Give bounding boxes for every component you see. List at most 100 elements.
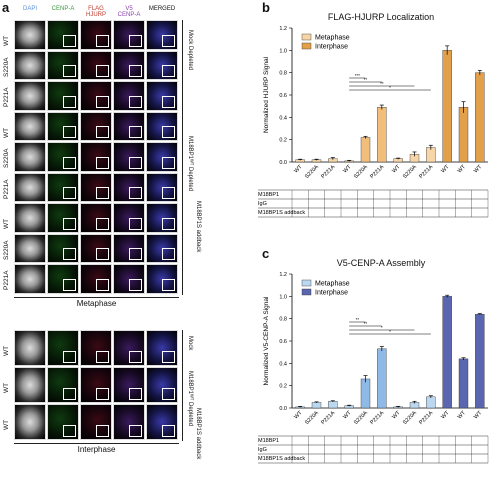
row-label: S220A (3, 56, 10, 77)
group-label: M18BP1ᵂᵀ Depleted (187, 371, 193, 427)
micrograph-cell (146, 330, 178, 366)
micrograph-cell (47, 367, 79, 403)
group-label: M18BP1S addback (195, 201, 201, 253)
micrograph-cell (14, 330, 46, 366)
legend-label: Interphase (315, 290, 348, 297)
inset-box (129, 126, 142, 138)
inset-box (162, 95, 175, 108)
inset-box (96, 278, 109, 291)
row-label: WT (3, 35, 10, 46)
inset-box (96, 126, 109, 138)
micrograph-cell (80, 330, 112, 366)
x-tick-label: S220A (304, 164, 320, 180)
row-label: WT (3, 218, 10, 229)
table-row-label: M18BP1 (258, 438, 279, 444)
micrograph-cell (47, 81, 79, 111)
micrograph-cell (146, 203, 178, 233)
x-tick-label: S220A (402, 410, 418, 426)
micrograph-cell (113, 172, 145, 202)
legend-label: Metaphase (315, 281, 350, 288)
bar (442, 50, 452, 163)
micrograph-cell (146, 142, 178, 172)
y-tick-label: 0.6 (279, 93, 287, 99)
bar (328, 401, 338, 409)
x-tick-label: P221A (369, 410, 385, 426)
inset-box (162, 248, 175, 260)
micrograph-cell (80, 404, 112, 440)
inset-box (129, 65, 142, 77)
table-row-label: M18BP1S addback (258, 456, 305, 462)
micrograph-cell (14, 172, 46, 202)
y-tick-label: 0.4 (279, 361, 287, 367)
micrograph-cell (113, 20, 145, 50)
y-tick-label: 0.8 (279, 71, 287, 77)
micrograph-cell (113, 203, 145, 233)
x-tick-label: P221A (369, 164, 385, 180)
row-label: WT (3, 127, 10, 138)
divider-line (14, 443, 179, 444)
channel-header: MERGED (148, 6, 176, 12)
x-tick-label: S220A (353, 164, 369, 180)
group-label: Mock Depleted (187, 30, 193, 71)
y-axis-label: Normalized V5-CENP-A Signal (263, 296, 270, 385)
micrograph-cell (113, 367, 145, 403)
micrograph-cell (80, 142, 112, 172)
inset-box (96, 248, 109, 260)
inset-box (162, 217, 175, 230)
micrograph-cell (113, 50, 145, 80)
group-bracket (182, 111, 183, 295)
micrograph-cell (146, 50, 178, 80)
micrograph-cell (146, 367, 178, 403)
table-row-label: M18BP1S addback (258, 210, 305, 216)
micrograph-cell (80, 367, 112, 403)
inset-box (63, 95, 76, 108)
table-row-label: IgG (258, 201, 267, 207)
y-tick-label: 0.8 (279, 317, 287, 323)
micrograph-cell (113, 81, 145, 111)
significance-mark: ** (380, 81, 384, 86)
micrograph-cell (113, 330, 145, 366)
bar (426, 396, 436, 409)
inset-box (129, 187, 142, 199)
micrograph-cell (146, 81, 178, 111)
inset-box (129, 351, 142, 363)
inset-box (96, 388, 109, 400)
inset-box (129, 34, 142, 47)
micrograph-cell (14, 81, 46, 111)
micrograph-cell (113, 111, 145, 141)
inset-box (162, 126, 175, 138)
micrograph-cell (14, 142, 46, 172)
table-row-label: IgG (258, 447, 267, 453)
significance-mark: ** (364, 77, 368, 82)
legend-swatch (301, 288, 312, 296)
micrograph-cell (80, 233, 112, 263)
y-tick-label: 0.4 (279, 115, 287, 121)
group-bracket (182, 20, 183, 112)
channel-header: V5 CENP-A (117, 6, 141, 18)
inset-box (129, 388, 142, 400)
bar (377, 107, 387, 163)
inset-box (96, 425, 109, 437)
bar (475, 72, 485, 163)
inset-box (63, 65, 76, 77)
inset-box (96, 351, 109, 363)
micrograph-cell (146, 233, 178, 263)
micrograph-cell (47, 233, 79, 263)
micrograph-cell (113, 233, 145, 263)
legend-swatch (301, 279, 312, 287)
inset-box (162, 156, 175, 169)
inset-box (63, 278, 76, 291)
micrograph-cell (47, 203, 79, 233)
inset-box (96, 95, 109, 108)
micrograph-cell (47, 111, 79, 141)
micrograph-cell (146, 20, 178, 50)
x-tick-label: WT (457, 164, 468, 175)
micrograph-cell (47, 404, 79, 440)
micrograph-cell (80, 20, 112, 50)
inset-box (162, 187, 175, 199)
panel-b-label: b (262, 0, 270, 15)
row-label: WT (3, 345, 10, 356)
bar (360, 137, 371, 163)
significance-mark: * (389, 329, 391, 334)
inset-box (96, 217, 109, 230)
